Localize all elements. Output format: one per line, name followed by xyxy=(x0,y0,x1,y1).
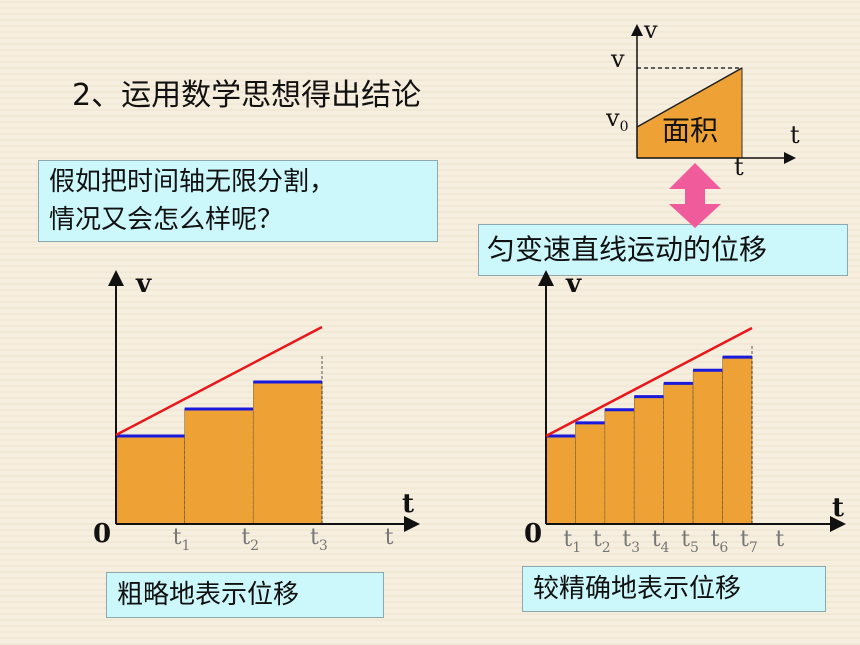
rough-graph-bar xyxy=(115,435,185,525)
fine-graph-bar xyxy=(692,369,723,525)
fine-graph-tick-label: t2 xyxy=(593,527,611,556)
rough-graph-tick-label: t xyxy=(385,525,394,550)
uniform-motion-displacement-box: 匀变速直线运动的位移 xyxy=(478,224,848,276)
fine-graph-bar xyxy=(663,383,694,525)
top-graph-v0-label: v0 xyxy=(605,104,628,135)
top-graph: v v v0 t t 面积 xyxy=(605,16,800,181)
fine-graph-tick-label: t6 xyxy=(711,527,729,556)
rough-graph-bar xyxy=(184,408,254,525)
double-arrow xyxy=(669,163,721,228)
rough-graph-bar xyxy=(253,381,323,525)
fine-graph-bar xyxy=(575,422,606,525)
question-line-1: 假如把时间轴无限分割， xyxy=(49,167,336,197)
fine-graph-tick-label: t5 xyxy=(681,527,699,556)
fine-graph-tick-label: t1 xyxy=(563,527,581,556)
fine-graph-x-label: t xyxy=(832,493,844,523)
fine-graph-bar xyxy=(722,356,753,525)
question-box: 假如把时间轴无限分割， 情况又会怎么样呢？ xyxy=(38,160,438,242)
top-graph-area-label: 面积 xyxy=(662,114,718,147)
slide-heading: 2、运用数学思想得出结论 xyxy=(72,78,422,113)
top-graph-y-label: v xyxy=(643,16,658,44)
fine-graph-velocity-line xyxy=(545,326,753,438)
rough-graph-x-label: t xyxy=(402,489,414,519)
fine-graph-tick-label: t3 xyxy=(622,527,640,556)
rough-graph-tick-label: t1 xyxy=(173,525,191,554)
fine-graph-bar xyxy=(545,435,576,525)
rough-graph-tick-label: t2 xyxy=(241,525,259,554)
question-line-2: 情况又会怎么样呢？ xyxy=(49,205,284,235)
rough-graph-velocity-line xyxy=(115,325,323,437)
top-graph-x-label: t xyxy=(790,121,800,149)
fine-graph-bar xyxy=(633,396,665,525)
fine-graph-tick-label: t4 xyxy=(652,527,670,556)
fine-graph-tick-label: t xyxy=(775,527,784,552)
top-graph-t-label: t xyxy=(734,153,744,181)
fine-graph-tick-label: t7 xyxy=(740,527,758,556)
rough-graph-origin: 0 xyxy=(93,519,111,549)
top-graph-line xyxy=(636,67,743,128)
top-graph-v-label: v xyxy=(610,45,625,73)
fine-graph-y-label: v xyxy=(565,269,582,299)
top-graph-v0-sub: 0 xyxy=(620,119,629,135)
fine-graph-origin: 0 xyxy=(524,519,542,549)
top-graph-v0-main: v xyxy=(605,104,620,132)
rough-graph-y-label: v xyxy=(135,269,152,299)
rough-displacement-box: 粗略地表示位移 xyxy=(106,572,384,618)
fine-graph: v t 0 t1 t2 t3 t4 t5 t6 t7 t xyxy=(524,269,846,556)
fine-graph-bar xyxy=(604,409,635,525)
fine-displacement-box: 较精确地表示位移 xyxy=(522,566,826,612)
rough-graph: v t 0 t1 t2 t3 t xyxy=(93,269,420,554)
rough-graph-tick-label: t3 xyxy=(310,525,328,554)
